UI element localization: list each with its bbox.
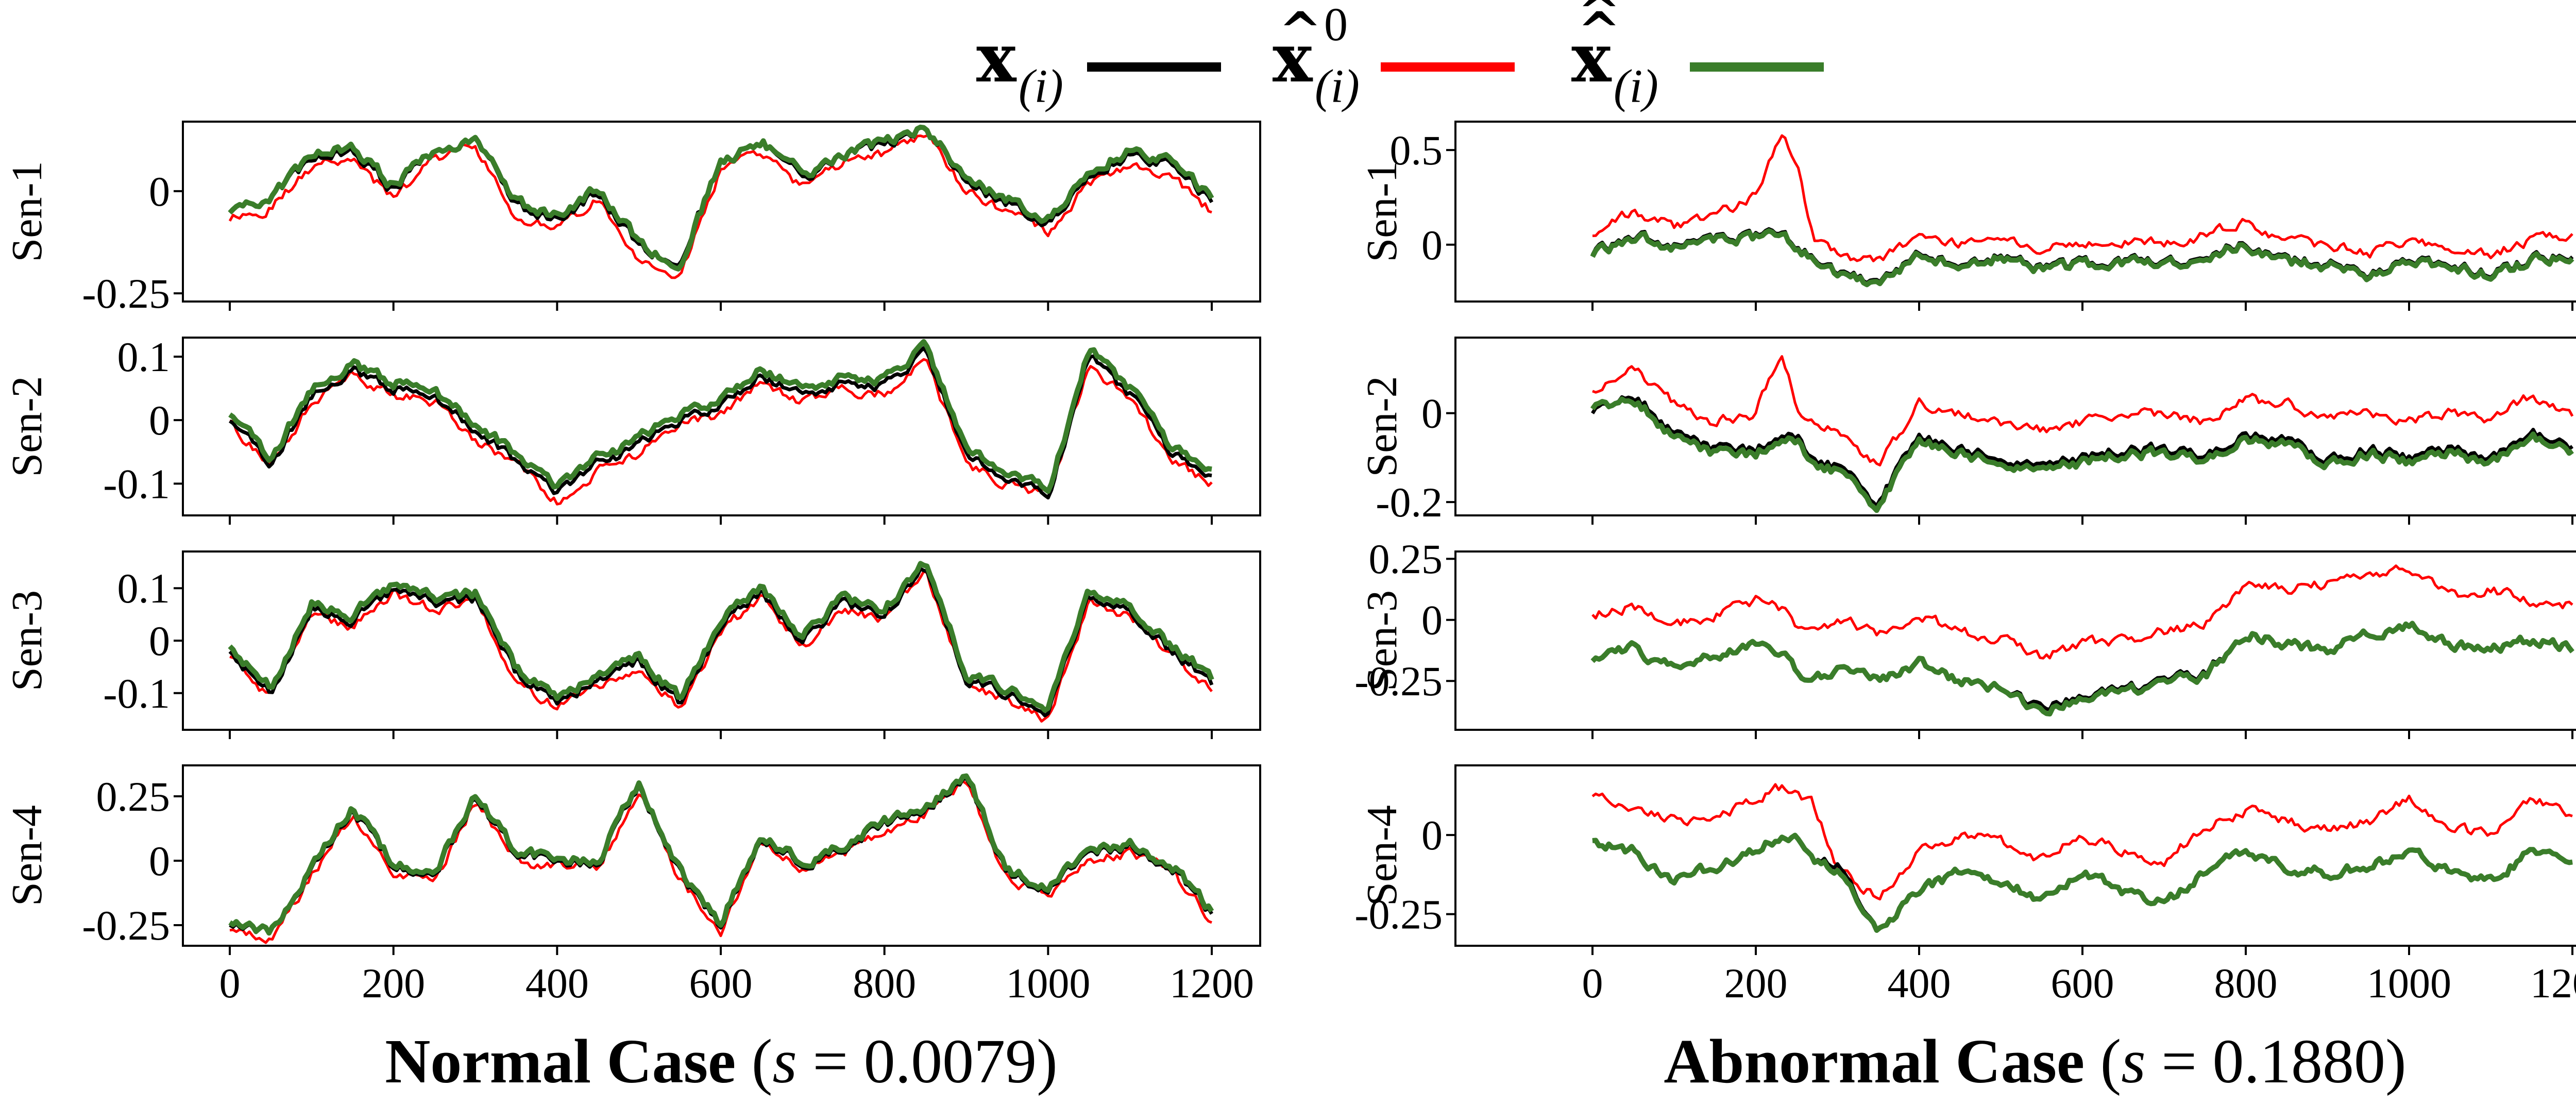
x-tick-label: 0 bbox=[1582, 960, 1603, 1007]
x-tick-label: 1000 bbox=[1006, 960, 1090, 1007]
series-line-x0 bbox=[1592, 134, 2573, 262]
legend-item-1: x (i) bbox=[976, 19, 1221, 112]
plot-frame bbox=[182, 550, 1261, 731]
y-axis-label: Sen-4 bbox=[1358, 805, 1406, 906]
y-tick-label: 0.1 bbox=[117, 333, 171, 380]
series-line-x0 bbox=[1591, 783, 2573, 901]
y-axis-label: Sen-2 bbox=[3, 376, 51, 477]
sensor-plot-1: 0.5 0 Sen-1 bbox=[1358, 121, 2576, 311]
y-tick-label: -0.25 bbox=[82, 270, 170, 317]
series-line-xhat bbox=[1590, 396, 2574, 513]
y-tick-label: 0 bbox=[1421, 597, 1443, 644]
series-line-x0 bbox=[229, 780, 1212, 944]
panel-normal: 0 -0.25 Sen-1 0.1 0 -0.1 Sen-2 0.1 0 -0.1 Sen-3 0.2… bbox=[3, 121, 1261, 1096]
plot-frame bbox=[1454, 337, 2576, 516]
y-tick-label: -0.1 bbox=[103, 670, 170, 717]
x-tick-label: 800 bbox=[853, 960, 916, 1007]
series-line-xhat bbox=[228, 773, 1214, 936]
panel-caption: Normal Case (s = 0.0079) bbox=[385, 1027, 1058, 1096]
series-line-xhat bbox=[1590, 228, 2574, 288]
y-tick-label: 0 bbox=[149, 397, 170, 444]
x-tick-label: 400 bbox=[526, 960, 589, 1007]
legend-item-3: x^^(i) bbox=[1571, 0, 1824, 112]
x-tick-label: 1200 bbox=[1170, 960, 1254, 1007]
sensor-plot-1: 0 -0.25 Sen-1 bbox=[3, 121, 1261, 317]
legend-subscript: (i) bbox=[1315, 60, 1360, 112]
y-tick-label: 0.25 bbox=[96, 773, 171, 820]
y-tick-label: 0 bbox=[149, 617, 170, 664]
y-axis-label: Sen-2 bbox=[1358, 376, 1406, 477]
series-line-x bbox=[228, 346, 1212, 500]
legend-hat: ^ bbox=[1279, 1, 1322, 61]
x-tick-label: 1000 bbox=[2367, 960, 2451, 1007]
sensor-plot-3: 0.1 0 -0.1 Sen-3 bbox=[3, 550, 1261, 739]
y-tick-label: -0.25 bbox=[1354, 658, 1443, 705]
series-line-x0 bbox=[1592, 355, 2574, 466]
series-line-x bbox=[1592, 833, 2573, 932]
legend-hat-2: ^ bbox=[1578, 0, 1621, 42]
plot-frame bbox=[1454, 550, 2576, 731]
y-tick-label: 0 bbox=[149, 168, 170, 215]
series-line-xhat bbox=[1590, 621, 2574, 717]
y-tick-label: 0.25 bbox=[1369, 536, 1443, 582]
plot-frame bbox=[1454, 121, 2576, 303]
x-tick-label: 600 bbox=[2051, 960, 2114, 1007]
y-tick-label: 0 bbox=[1421, 390, 1443, 437]
x-tick-label: 1200 bbox=[2530, 960, 2576, 1007]
y-tick-label: -0.25 bbox=[82, 902, 170, 949]
x-tick-label: 200 bbox=[1724, 960, 1788, 1007]
series-line-x0 bbox=[1591, 564, 2573, 660]
x-tick-label: 0 bbox=[219, 960, 241, 1007]
series-line-xhat bbox=[228, 339, 1212, 494]
series-line-xhat bbox=[228, 561, 1214, 713]
panel-abnormal: 0.50Sen-10-0.2Sen-20.250-0.25Sen-30-0.25… bbox=[1354, 121, 2576, 1096]
y-axis-label: Sen-3 bbox=[1358, 590, 1406, 691]
panel-caption: Abnormal Case (s = 0.1880) bbox=[1664, 1027, 2406, 1096]
y-axis-label: Sen-4 bbox=[3, 805, 51, 906]
legend-hat: ^ bbox=[1578, 1, 1621, 61]
y-tick-label: -0.25 bbox=[1354, 891, 1443, 938]
legend-subscript: (i) bbox=[1019, 60, 1063, 112]
series-line-xhat bbox=[1592, 832, 2573, 933]
legend-symbol: x bbox=[976, 19, 1017, 97]
plot-frame bbox=[1454, 764, 2576, 947]
legend-item-2: x^(i) 0 bbox=[1273, 0, 1515, 112]
y-axis-label: Sen-1 bbox=[1358, 161, 1406, 262]
x-tick-label: 400 bbox=[1888, 960, 1951, 1007]
y-tick-label: -0.1 bbox=[103, 460, 170, 507]
sensor-plot-4: 0.25 0 -0.25 Sen-4 bbox=[3, 764, 1261, 955]
x-tick-label: 600 bbox=[689, 960, 753, 1007]
x-tick-label: 800 bbox=[2214, 960, 2278, 1007]
legend-subscript: (i) bbox=[1614, 60, 1658, 112]
y-tick-label: 0.1 bbox=[117, 565, 171, 612]
y-tick-label: 0 bbox=[1421, 222, 1443, 269]
y-tick-label: 0 bbox=[1421, 812, 1443, 859]
series-line-x bbox=[228, 126, 1214, 267]
y-axis-label: Sen-1 bbox=[3, 161, 51, 262]
legend-symbol: x bbox=[1273, 19, 1313, 97]
legend-symbol: x bbox=[1571, 19, 1612, 97]
series-line-x bbox=[228, 567, 1214, 717]
sensor-plot-2: 0.1 0 -0.1 Sen-2 bbox=[3, 333, 1261, 525]
y-tick-label: -0.2 bbox=[1376, 479, 1443, 526]
y-axis-label: Sen-3 bbox=[3, 590, 51, 691]
y-tick-label: 0 bbox=[149, 838, 170, 884]
y-tick-label: 0.5 bbox=[1390, 127, 1443, 174]
x-tick-label: 200 bbox=[362, 960, 425, 1007]
series-line-xhat bbox=[228, 124, 1214, 272]
series-line-x bbox=[229, 777, 1213, 935]
legend-superscript: 0 bbox=[1324, 0, 1348, 51]
series-line-x0 bbox=[228, 134, 1212, 279]
